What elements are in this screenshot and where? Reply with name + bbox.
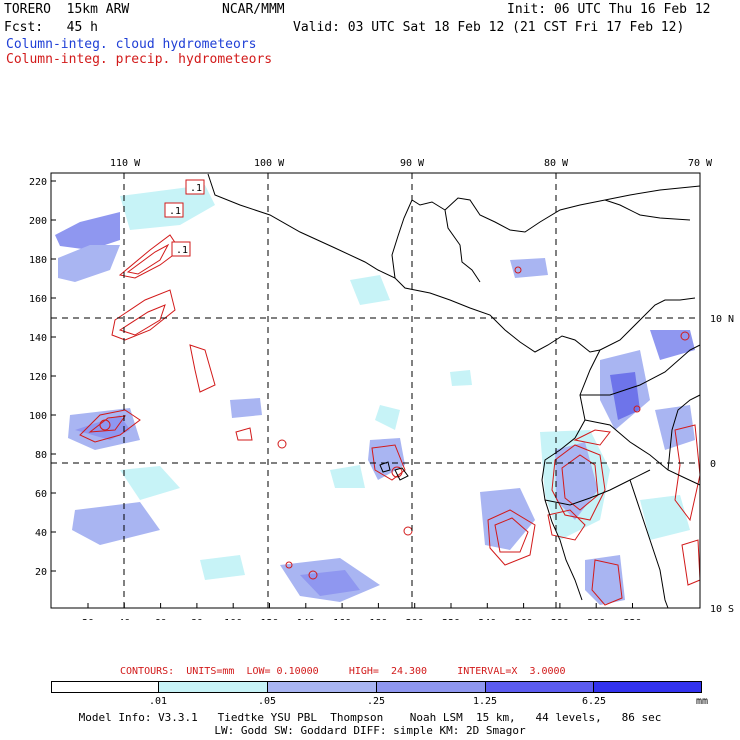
y-tick-label: 60 xyxy=(35,489,47,500)
x-tick-label: 220 xyxy=(442,618,460,620)
lon-labels: 110 W 100 W 90 W 80 W 70 W xyxy=(110,158,713,169)
contour-high: HIGH= 24.300 xyxy=(348,666,428,677)
contour-label: .1 xyxy=(190,183,202,194)
x-tick-label: 140 xyxy=(297,618,315,620)
lat-label: 10 S xyxy=(710,604,734,615)
forecast-hour: Fcst: 45 h xyxy=(4,20,98,35)
lon-label: 110 W xyxy=(110,158,141,169)
y-tick-label: 120 xyxy=(29,372,47,383)
y-tick-label: 20 xyxy=(35,567,47,578)
lat-label: 10 N xyxy=(710,314,734,325)
y-tick-label: 180 xyxy=(29,255,47,266)
precip-contours xyxy=(79,234,701,606)
contour-prefix: CONTOURS: xyxy=(120,666,175,677)
y-axis-ticks: 220 200 180 160 140 120 100 80 60 40 20 xyxy=(29,177,56,578)
colorbar-label: 6.25 xyxy=(581,696,607,707)
y-tick-label: 200 xyxy=(29,216,47,227)
lat-label: 0 xyxy=(710,459,716,470)
legend-precip-label: Column-integ. precip. hydrometeors xyxy=(6,52,273,67)
model-physics: LW: Godd SW: Goddard DIFF: simple KM: 2D… xyxy=(214,724,526,737)
colorbar-swatch xyxy=(52,682,159,692)
contour-info: CONTOURS: UNITS=mm LOW= 0.10000 HIGH= 24… xyxy=(120,666,566,677)
colorbar-swatch xyxy=(159,682,268,692)
x-tick-label: 240 xyxy=(478,618,496,620)
x-tick-label: 300 xyxy=(587,618,605,620)
y-tick-label: 160 xyxy=(29,294,47,305)
x-tick-label: 160 xyxy=(333,618,351,620)
lat-labels: 10 N 0 10 S xyxy=(710,314,734,615)
y-tick-label: 40 xyxy=(35,528,47,539)
colorbar-unit: mm xyxy=(695,696,709,707)
x-tick-label: 200 xyxy=(406,618,424,620)
x-tick-label: 100 xyxy=(224,618,242,620)
lon-label: 100 W xyxy=(254,158,285,169)
x-tick-label: 80 xyxy=(191,618,203,620)
x-tick-label: 180 xyxy=(369,618,387,620)
legend-cloud-label: Column-integ. cloud hydrometeors xyxy=(6,37,257,52)
x-tick-label: 40 xyxy=(118,618,130,620)
lon-label: 80 W xyxy=(544,158,569,169)
colorbar-swatch xyxy=(377,682,486,692)
lon-label: 70 W xyxy=(688,158,713,169)
colorbar-swatch xyxy=(594,682,701,692)
hydrometeor-map: .1 .1 .1 xyxy=(29,158,734,620)
x-tick-label: 280 xyxy=(551,618,569,620)
y-tick-label: 220 xyxy=(29,177,47,188)
lon-label: 90 W xyxy=(400,158,425,169)
colorbar-swatch xyxy=(486,682,594,692)
contour-label-boxes: .1 .1 .1 xyxy=(164,179,205,257)
coastlines xyxy=(207,173,701,609)
contour-low: LOW= 0.10000 xyxy=(246,666,319,677)
x-tick-label: 320 xyxy=(623,618,641,620)
colorbar-label: .01 xyxy=(148,696,168,707)
contour-interval: INTERVAL=X 3.0000 xyxy=(457,666,566,677)
x-tick-label: 260 xyxy=(515,618,533,620)
colorbar xyxy=(51,681,702,693)
map-frame xyxy=(50,172,701,609)
valid-time: Valid: 03 UTC Sat 18 Feb 12 (21 CST Fri … xyxy=(293,20,685,35)
init-time: Init: 06 UTC Thu 16 Feb 12 xyxy=(507,2,711,17)
y-tick-label: 140 xyxy=(29,333,47,344)
model-info: Model Info: V3.3.1 Tiedtke YSU PBL Thomp… xyxy=(78,711,662,724)
colorbar-label: .05 xyxy=(257,696,277,707)
contour-units: UNITS=mm xyxy=(186,666,235,677)
center-label: NCAR/MMM xyxy=(222,2,285,17)
x-axis-ticks: 20 40 60 80 100 120 140 160 180 200 220 240 260 280 30… xyxy=(82,603,642,620)
colorbar-label: 1.25 xyxy=(472,696,498,707)
contour-label: .1 xyxy=(169,206,181,217)
y-tick-label: 100 xyxy=(29,411,47,422)
colorbar-label: .25 xyxy=(366,696,386,707)
x-tick-label: 120 xyxy=(260,618,278,620)
contour-label: .1 xyxy=(176,245,188,256)
y-tick-label: 80 xyxy=(35,450,47,461)
x-tick-label: 60 xyxy=(155,618,167,620)
lat-lon-grid xyxy=(51,173,700,608)
model-title: TORERO 15km ARW xyxy=(4,2,130,17)
x-tick-label: 20 xyxy=(82,618,94,620)
colorbar-swatch xyxy=(268,682,377,692)
